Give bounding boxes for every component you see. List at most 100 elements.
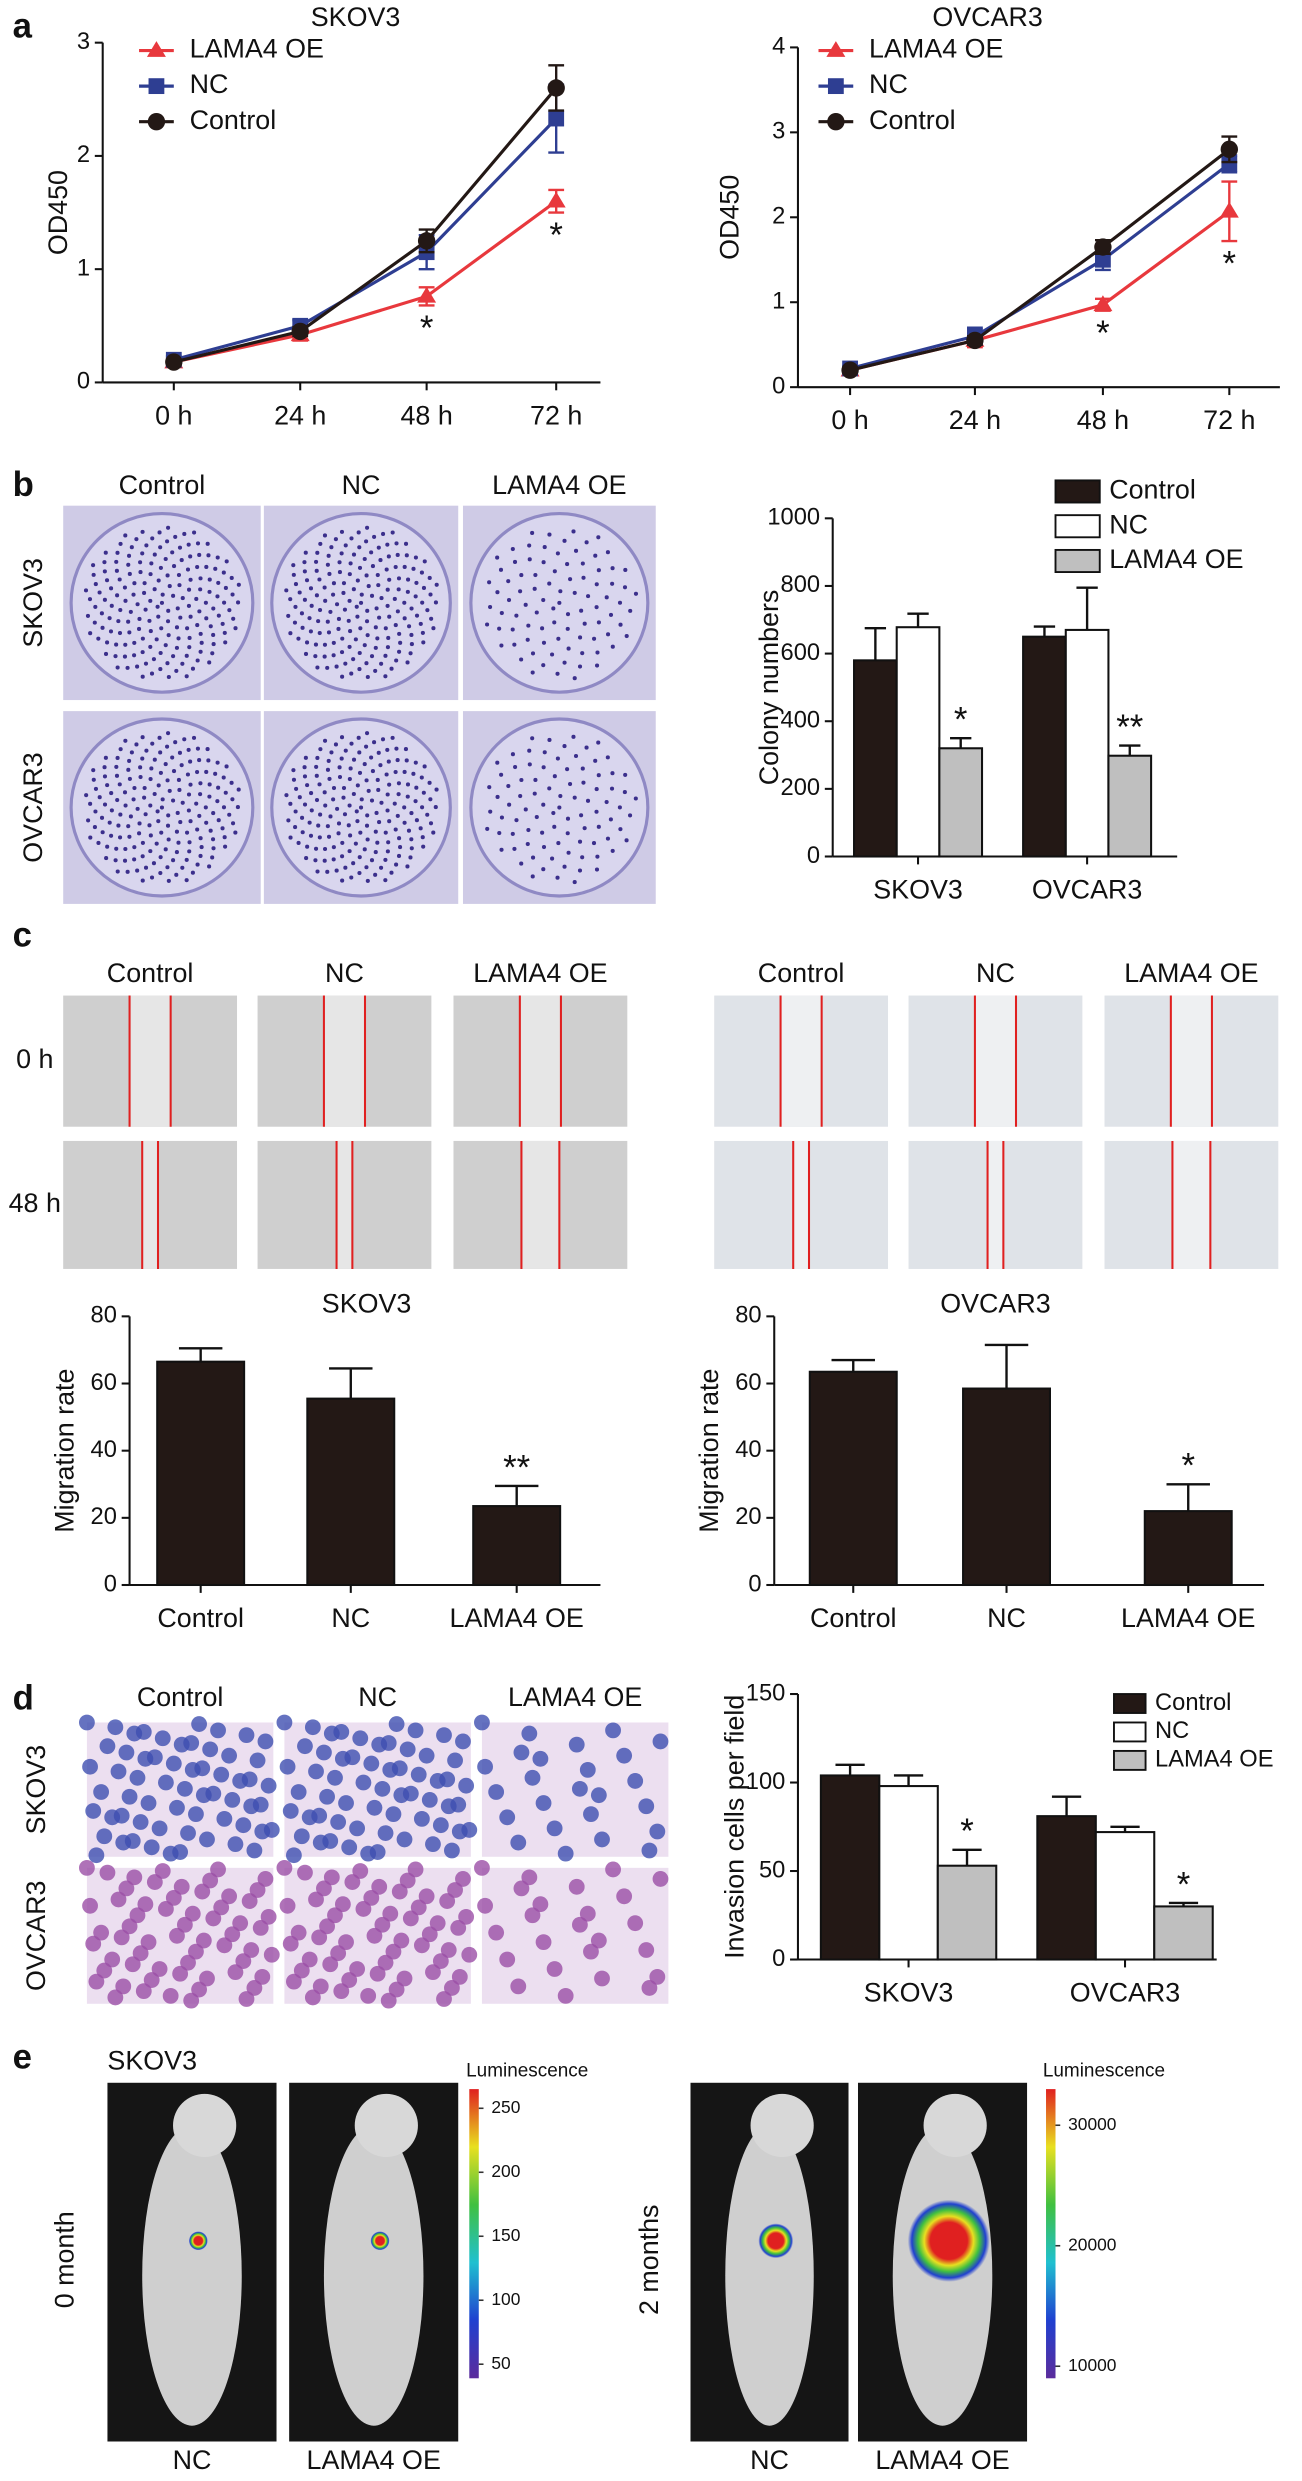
error-bar — [1076, 586, 1098, 630]
colony — [213, 771, 218, 776]
colony — [408, 651, 413, 656]
column-label: Control — [119, 470, 206, 500]
colony — [182, 531, 187, 536]
cell — [327, 1769, 343, 1786]
colony — [210, 855, 215, 860]
colony — [302, 774, 308, 779]
colony — [530, 855, 536, 860]
colony — [84, 793, 89, 798]
colorbar — [1046, 2089, 1056, 2379]
colony — [322, 858, 327, 863]
cell — [151, 1961, 168, 1977]
colony — [166, 813, 171, 818]
colony — [188, 614, 193, 619]
colony — [198, 853, 203, 859]
colony — [623, 772, 628, 777]
cell — [260, 1908, 277, 1925]
colony — [151, 861, 156, 866]
cell — [461, 1822, 478, 1838]
colony — [305, 783, 310, 788]
error-bar — [984, 1343, 1029, 1389]
cell — [238, 1991, 255, 2007]
colony — [378, 558, 383, 563]
colony — [541, 844, 547, 850]
wound-gap — [780, 995, 822, 1127]
cell — [293, 1962, 310, 1979]
colony — [158, 770, 163, 775]
colony — [293, 604, 298, 609]
colony — [421, 844, 426, 849]
cell — [188, 1943, 204, 1960]
colony — [159, 626, 164, 631]
colony — [380, 737, 386, 742]
colony — [375, 636, 380, 641]
colony — [393, 623, 398, 628]
colony — [195, 746, 200, 751]
colony — [550, 856, 555, 861]
colony — [317, 607, 323, 613]
cell — [162, 1987, 179, 2004]
bar — [938, 747, 984, 858]
cell — [641, 1842, 658, 1859]
cell — [124, 1833, 141, 1849]
colony — [109, 586, 114, 591]
cell — [363, 1755, 380, 1772]
bar — [853, 659, 898, 858]
colony — [206, 553, 211, 558]
colony — [167, 584, 172, 589]
colony — [411, 566, 416, 571]
colony — [558, 793, 563, 799]
colony — [527, 557, 532, 562]
cell — [205, 1785, 222, 1802]
colony — [396, 853, 402, 859]
mouse-head — [750, 2093, 814, 2158]
colony — [530, 670, 535, 675]
colony — [374, 606, 379, 611]
bar — [936, 1864, 998, 1961]
colony — [373, 829, 378, 834]
colony — [103, 755, 108, 760]
cell — [143, 1972, 160, 1988]
colony — [132, 785, 137, 791]
y-tick-label: 0 — [807, 843, 820, 869]
cell — [129, 1769, 146, 1786]
colony — [100, 625, 105, 630]
colony — [532, 791, 537, 796]
x-tick-label: SKOV3 — [873, 874, 963, 904]
cell — [510, 1978, 527, 1995]
colony — [137, 821, 142, 826]
colony — [372, 534, 377, 539]
colony — [102, 560, 107, 565]
colony — [174, 625, 180, 630]
colony — [610, 581, 615, 586]
colony — [353, 637, 358, 642]
colony — [211, 606, 216, 611]
colony — [628, 608, 633, 613]
colony — [302, 560, 307, 565]
colony — [177, 583, 182, 588]
colony — [556, 841, 561, 846]
colony — [326, 630, 332, 635]
colony — [525, 637, 530, 642]
cell — [366, 1927, 383, 1944]
cell — [557, 1845, 574, 1862]
y-axis-label: Colony numbers — [754, 590, 784, 786]
cell — [425, 1836, 441, 1853]
cell — [393, 1932, 410, 1949]
colony — [148, 629, 153, 634]
legend-swatch — [1113, 1721, 1147, 1743]
colony — [143, 812, 148, 817]
colony — [187, 645, 192, 650]
series-line — [173, 199, 558, 364]
colony — [102, 802, 108, 807]
colony — [404, 553, 409, 558]
colony — [197, 758, 202, 763]
colony — [329, 750, 334, 755]
colony — [148, 803, 153, 808]
colony — [186, 542, 191, 547]
cell — [571, 1916, 588, 1933]
colony — [180, 661, 185, 666]
colony — [386, 840, 391, 845]
colony — [144, 748, 149, 753]
colony — [512, 642, 517, 647]
